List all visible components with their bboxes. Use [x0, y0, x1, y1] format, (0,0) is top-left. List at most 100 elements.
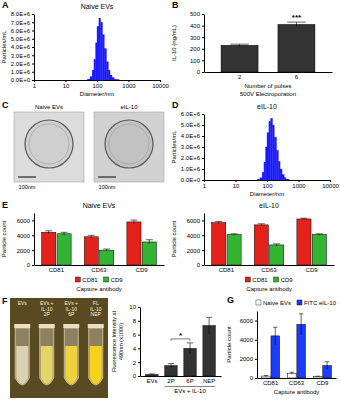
tick: 1.0E+6	[181, 166, 204, 172]
scale-bar-label: 100nm	[19, 184, 36, 190]
tube	[89, 328, 103, 385]
tick: 6.0E+6	[181, 111, 204, 117]
legend-item: Naive EVs	[256, 300, 291, 306]
tick-mark	[32, 64, 34, 65]
y-axis: 0.0E+01.0E+62.0E+63.0E+64.0E+65.0E+66.0E…	[181, 111, 205, 183]
tick: 2000	[187, 248, 204, 254]
histogram-bar	[88, 79, 90, 80]
histogram-bar	[280, 169, 282, 180]
tick-label: 4.0E+6	[181, 133, 201, 139]
tick-mark	[32, 31, 34, 32]
tick-label: 2000	[240, 356, 254, 362]
axis-line	[205, 265, 335, 266]
error-line	[48, 231, 49, 234]
tick-mark	[66, 80, 67, 82]
error-bar	[273, 244, 280, 246]
bar	[100, 250, 114, 265]
tick-label: 6000	[240, 318, 254, 324]
error-bar	[258, 224, 265, 226]
tick: 10	[233, 180, 240, 189]
histogram-bar	[99, 18, 101, 80]
tick: 100	[92, 80, 103, 89]
error-bar	[299, 314, 303, 335]
histogram-bar	[112, 78, 114, 80]
tube-label-line: NEP	[91, 311, 102, 317]
tick: 1000	[292, 180, 306, 189]
vesicle-inner	[109, 124, 149, 164]
error-bar	[103, 249, 110, 251]
tick-label: 2000	[187, 248, 201, 254]
tick: 2P	[167, 378, 174, 384]
error-cap	[130, 220, 137, 221]
error-cap	[88, 235, 95, 236]
error-bar	[290, 372, 294, 374]
histogram-bar	[116, 79, 119, 80]
tick-mark	[202, 37, 204, 38]
x-axis-title: Number of pulses	[244, 83, 291, 89]
tick: 4000	[240, 337, 257, 343]
tick-label: 4.0E+6	[11, 44, 31, 50]
tick-label: 0.0E+0	[11, 77, 31, 83]
tick: CD63	[289, 380, 305, 386]
tick: 2000	[240, 356, 257, 362]
tick: 400	[190, 23, 204, 29]
error-bar	[61, 232, 68, 235]
y-axis-title-line: Fluorescence Intensity at	[111, 310, 117, 372]
tick-label: 100	[190, 58, 201, 64]
plot-marks	[42, 220, 157, 265]
histogram-bar	[269, 122, 271, 180]
figure-svg: 0.0E+01.0E+62.0E+63.0E+64.0E+65.0E+66.0E…	[0, 0, 340, 400]
histogram-bar	[110, 75, 112, 80]
chart-title: eIL-10	[257, 103, 277, 110]
tick-label: 5.0E+6	[11, 36, 31, 42]
tick: 10	[129, 304, 140, 310]
error-line	[91, 235, 92, 238]
tube-label: EVs	[18, 300, 28, 306]
tick-label: 3.0E+6	[181, 144, 201, 150]
tick-label: 1000	[122, 83, 136, 89]
tick-label: CD63	[289, 380, 305, 386]
tick-mark	[32, 80, 34, 81]
legend-label: CD81	[82, 277, 98, 283]
error-cap	[264, 375, 268, 376]
tick: 2	[133, 360, 140, 366]
tick: 6000	[187, 218, 204, 224]
bar	[313, 377, 322, 378]
plot-marks	[262, 314, 332, 378]
tick: 8	[133, 318, 140, 324]
tick-mark	[32, 265, 34, 266]
tick-mark	[138, 321, 140, 322]
histogram-bar	[273, 125, 275, 180]
tick: 0	[133, 373, 140, 379]
tick: 7.0E+6	[11, 20, 34, 26]
tick-mark	[160, 80, 161, 82]
tick-label: 400	[190, 23, 201, 29]
tube-cap	[88, 324, 104, 328]
error-line	[64, 232, 65, 235]
tick-label: 4000	[17, 233, 31, 239]
scale-bar	[18, 177, 36, 178]
error-cap	[316, 376, 320, 377]
tick-mark	[202, 114, 204, 115]
axis-line	[140, 308, 141, 377]
tick: 6P	[186, 378, 193, 384]
tick-mark	[138, 335, 140, 336]
legend: CD81CD9	[245, 277, 293, 283]
histogram-bar	[101, 22, 103, 80]
tick-label: 6	[295, 74, 299, 80]
error-bar	[325, 362, 329, 370]
tick: 1	[203, 180, 207, 189]
tick-mark	[32, 14, 34, 15]
bar	[221, 45, 258, 72]
tick-label: 10000	[152, 83, 169, 89]
y-axis: 0.0E+01.0E+62.0E+63.0E+64.0E+65.0E+66.0E…	[11, 11, 35, 83]
tick-mark	[202, 235, 204, 236]
chart-title: eIL-10	[259, 202, 279, 209]
histogram-bar	[96, 43, 97, 80]
error-cap	[215, 221, 222, 222]
bar	[288, 373, 297, 378]
histogram-bar	[276, 150, 278, 180]
histogram-bar	[108, 70, 110, 80]
tick-mark	[267, 180, 268, 182]
tick-label: CD9	[316, 380, 329, 386]
